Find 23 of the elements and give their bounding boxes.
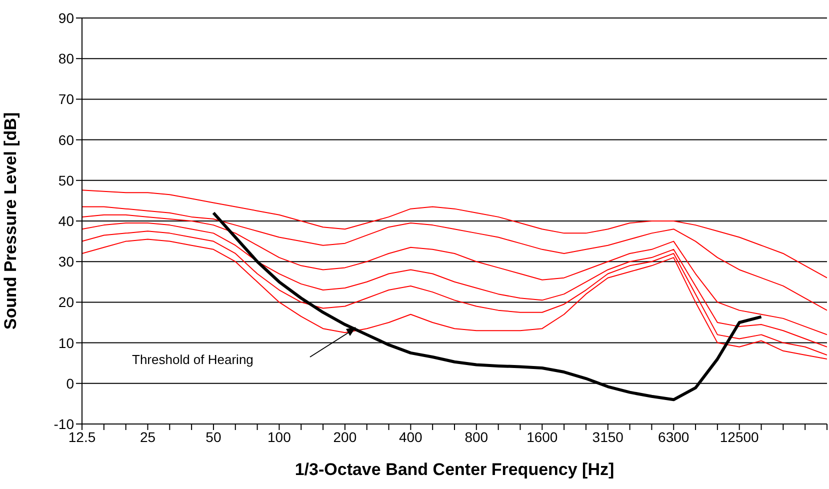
y-tick-label: 70 [58,91,74,108]
x-tick-label: 1600 [526,428,558,445]
x-tick-label: 800 [464,428,488,445]
y-tick-label: 50 [58,172,74,188]
x-tick-label: 6300 [658,428,690,445]
x-tick-label: 50 [206,428,222,445]
y-tick-label: 0 [66,375,74,392]
y-axis-title: Sound Pressure Level [dB] [1,112,20,330]
x-tick-label: 25 [140,428,156,445]
x-tick-label: 200 [333,428,357,445]
x-tick-label: 100 [268,428,292,445]
y-tick-label: 90 [58,10,74,26]
x-tick-label: 12500 [720,428,760,445]
x-tick-label: 3150 [592,428,624,445]
y-tick-label: 10 [58,334,74,351]
annotation: Threshold of Hearing [132,352,254,367]
y-tick-label: 80 [58,50,74,67]
y-tick-label: 30 [58,254,74,270]
y-tick-label: 20 [58,294,74,310]
y-tick-label: 40 [58,212,74,229]
y-tick-label: 60 [58,132,74,148]
x-axis-title: 1/3-Octave Band Center Frequency [Hz] [294,460,614,479]
x-tick-label: 400 [398,428,423,445]
